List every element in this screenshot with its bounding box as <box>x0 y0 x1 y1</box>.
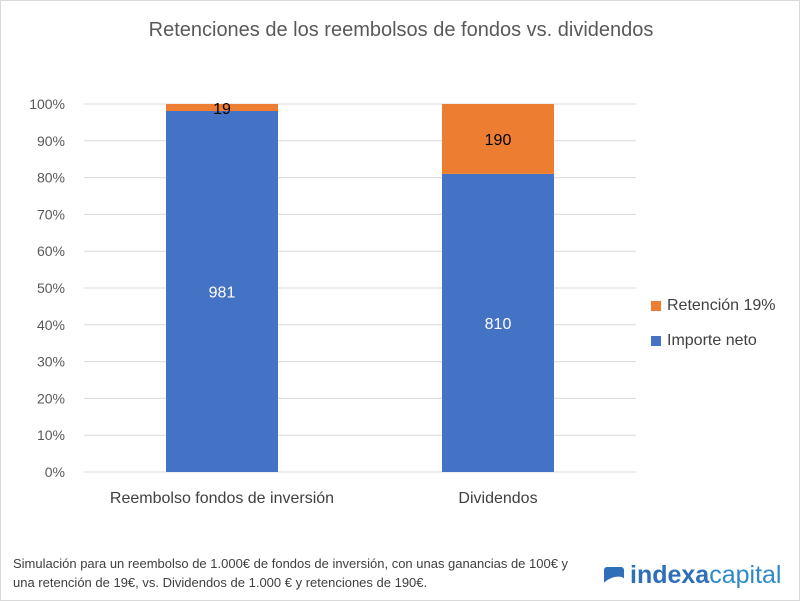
bar-segment <box>442 104 554 174</box>
legend-item-retencion: Retención 19% <box>651 297 776 315</box>
logo-text-light: capital <box>709 561 782 589</box>
legend-swatch <box>651 301 661 311</box>
data-label: 190 <box>485 132 512 149</box>
footnote: Simulación para un reembolso de 1.000€ d… <box>13 556 569 590</box>
legend-label: Importe neto <box>667 332 757 349</box>
y-tick-label: 60% <box>37 243 65 259</box>
data-label: 981 <box>209 284 236 301</box>
y-tick-label: 0% <box>45 464 65 480</box>
y-tick-label: 90% <box>37 133 65 149</box>
data-label: 810 <box>485 316 512 333</box>
y-tick-label: 80% <box>37 170 65 186</box>
x-tick-label: Dividendos <box>458 490 537 507</box>
y-tick-label: 70% <box>37 206 65 222</box>
indexa-capital-logo: indexa capital <box>604 561 781 590</box>
y-tick-label: 100% <box>29 96 65 112</box>
y-tick-label: 50% <box>37 280 65 296</box>
x-tick-label: Reembolso fondos de inversión <box>110 490 334 507</box>
y-tick-label: 30% <box>37 354 65 370</box>
bar-segment <box>166 104 278 111</box>
bar-segment <box>442 173 554 473</box>
y-tick-label: 40% <box>37 317 65 333</box>
y-tick-label: 20% <box>37 390 65 406</box>
legend-item-importe: Importe neto <box>651 332 757 350</box>
chart-title: Retenciones de los reembolsos de fondos … <box>148 19 654 41</box>
legend-swatch <box>651 336 661 346</box>
y-tick-label: 10% <box>37 427 65 443</box>
bar-segment <box>166 110 278 472</box>
legend-label: Retención 19% <box>667 297 776 314</box>
plot-area: 0% 10% 20% 30% 40% 50% 60% 70% 80% 90% 100% 981 19 Re… <box>29 96 636 507</box>
logo-mark-icon <box>604 567 624 584</box>
data-label: 19 <box>213 101 231 118</box>
logo-text-bold: indexa <box>630 561 710 589</box>
